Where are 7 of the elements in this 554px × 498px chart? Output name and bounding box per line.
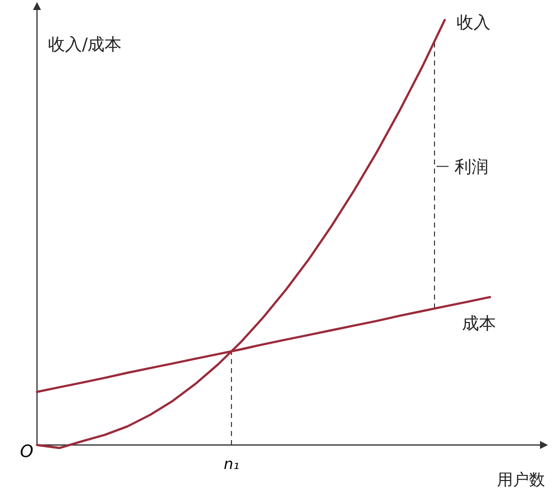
- x-axis-title: 用户数: [497, 470, 545, 489]
- text: n₁: [224, 455, 240, 473]
- y-axis-title: 收入/成本: [48, 35, 122, 55]
- annotation: 利润: [454, 157, 489, 178]
- series-label: 成本: [462, 314, 496, 334]
- series-label: 收入: [456, 13, 491, 33]
- annotation: O: [20, 442, 34, 462]
